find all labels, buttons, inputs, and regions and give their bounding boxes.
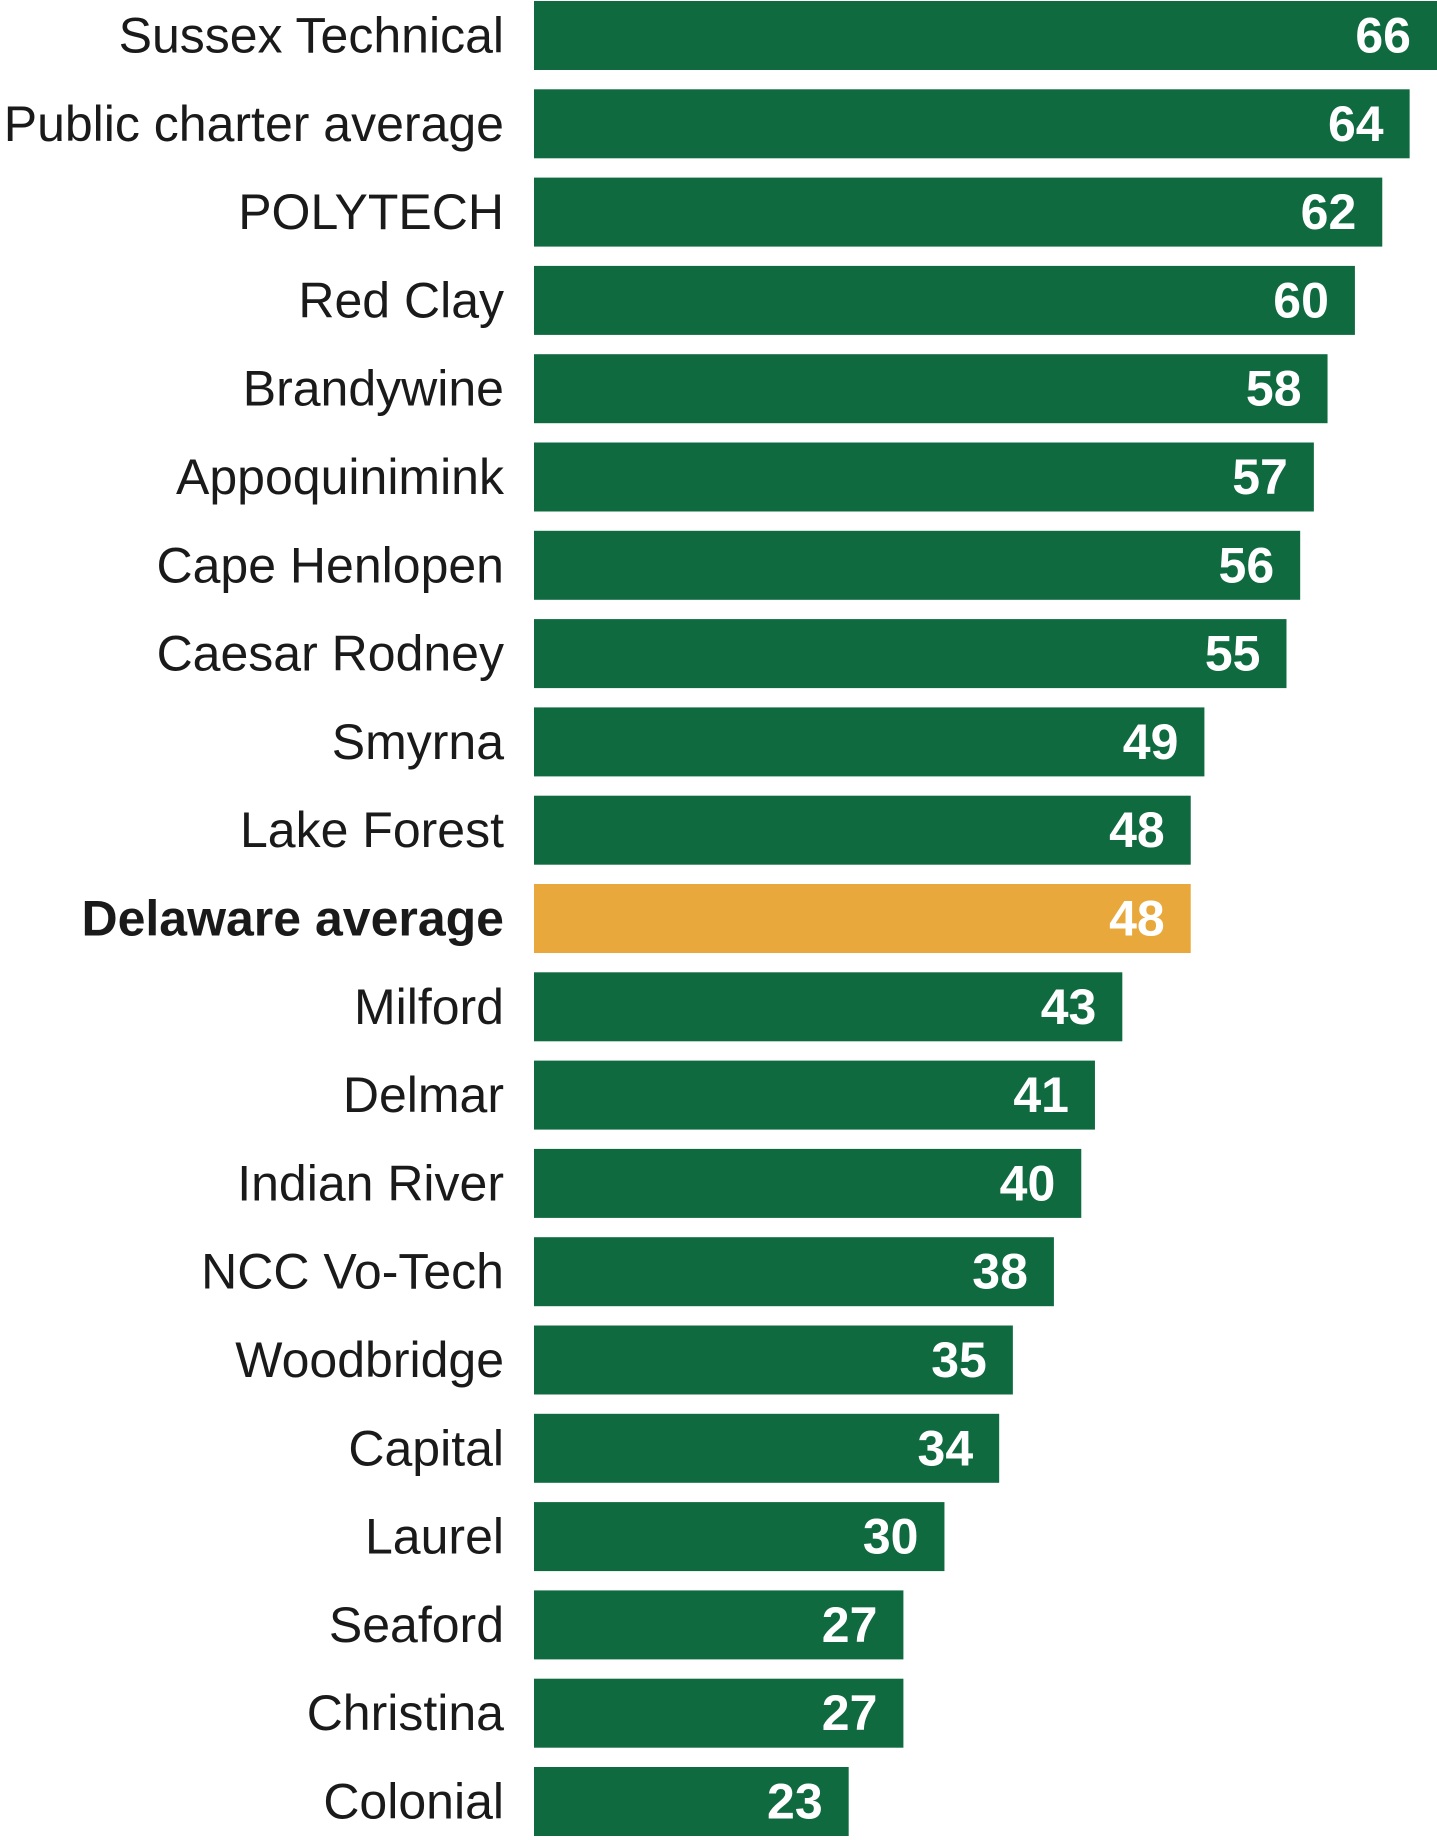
category-label-delmar: Delmar: [343, 1067, 504, 1123]
bar-red-clay: [534, 265, 1355, 335]
bars: [534, 1, 1437, 1836]
value-label-delmar: 41: [1013, 1067, 1069, 1123]
bar-appoquinimink: [534, 442, 1314, 512]
category-label-capital: Capital: [348, 1420, 504, 1476]
category-label-appoquinimink: Appoquinimink: [176, 449, 505, 505]
bar-brandywine: [534, 354, 1328, 424]
category-label-cape-henlopen: Cape Henlopen: [157, 537, 505, 593]
value-label-lake-forest: 48: [1109, 802, 1165, 858]
category-labels: Sussex Technical Public charter average PO…: [4, 8, 505, 1830]
value-label-red-clay: 60: [1273, 272, 1329, 328]
value-label-christina: 27: [822, 1685, 878, 1741]
value-label-laurel: 30: [863, 1509, 919, 1565]
category-label-milford: Milford: [354, 979, 504, 1035]
value-label-delaware-average: 48: [1109, 891, 1165, 947]
category-label-indian-river: Indian River: [237, 1155, 504, 1211]
value-label-brandywine: 58: [1246, 361, 1302, 417]
category-label-colonial: Colonial: [323, 1774, 504, 1830]
bar-milford: [534, 972, 1123, 1042]
value-label-colonial: 23: [767, 1774, 823, 1830]
bar-polytech: [534, 177, 1383, 247]
category-label-polytech: POLYTECH: [238, 184, 504, 240]
value-label-appoquinimink: 57: [1232, 449, 1288, 505]
value-label-capital: 34: [918, 1420, 974, 1476]
value-label-ncc-vo-tech: 38: [972, 1244, 1028, 1300]
bar-indian-river: [534, 1148, 1082, 1218]
bar-sussex-technical: [534, 1, 1437, 70]
bar-colonial: [534, 1767, 849, 1836]
category-label-red-clay: Red Clay: [298, 272, 504, 328]
bar-smyrna: [534, 707, 1205, 777]
bar-woodbridge: [534, 1325, 1013, 1395]
value-label-caesar-rodney: 55: [1205, 626, 1261, 682]
bar-cape-henlopen: [534, 530, 1301, 600]
bar-ncc-vo-tech: [534, 1237, 1054, 1307]
category-label-laurel: Laurel: [365, 1509, 504, 1565]
category-label-brandywine: Brandywine: [243, 361, 504, 417]
category-label-woodbridge: Woodbridge: [235, 1332, 504, 1388]
value-label-woodbridge: 35: [931, 1332, 987, 1388]
bar-caesar-rodney: [534, 619, 1287, 689]
value-label-indian-river: 40: [1000, 1155, 1056, 1211]
bar-lake-forest: [534, 795, 1191, 865]
category-label-smyrna: Smyrna: [332, 714, 504, 770]
category-label-public-charter-average: Public charter average: [4, 96, 504, 152]
value-label-seaford: 27: [822, 1597, 878, 1653]
bar-laurel: [534, 1502, 945, 1572]
bar-public-charter-average: [534, 89, 1410, 159]
bar-christina: [534, 1678, 904, 1748]
bar-delmar: [534, 1060, 1095, 1130]
bar-capital: [534, 1413, 1000, 1483]
category-label-caesar-rodney: Caesar Rodney: [157, 626, 504, 682]
value-labels: 6664626058575655494848434140383534302727…: [767, 8, 1411, 1830]
value-label-public-charter-average: 64: [1328, 96, 1384, 152]
value-label-cape-henlopen: 56: [1219, 537, 1275, 593]
category-label-seaford: Seaford: [329, 1597, 504, 1653]
category-label-ncc-vo-tech: NCC Vo-Tech: [201, 1244, 504, 1300]
value-label-smyrna: 49: [1123, 714, 1179, 770]
category-label-delaware-average: Delaware average: [81, 891, 504, 947]
category-label-lake-forest: Lake Forest: [240, 802, 504, 858]
category-label-christina: Christina: [307, 1685, 504, 1741]
value-label-milford: 43: [1041, 979, 1097, 1035]
bar-seaford: [534, 1590, 904, 1660]
value-label-sussex-technical: 66: [1355, 8, 1411, 64]
bar-delaware-average: [534, 884, 1191, 953]
value-label-polytech: 62: [1301, 184, 1357, 240]
category-label-sussex-technical: Sussex Technical: [119, 8, 504, 64]
